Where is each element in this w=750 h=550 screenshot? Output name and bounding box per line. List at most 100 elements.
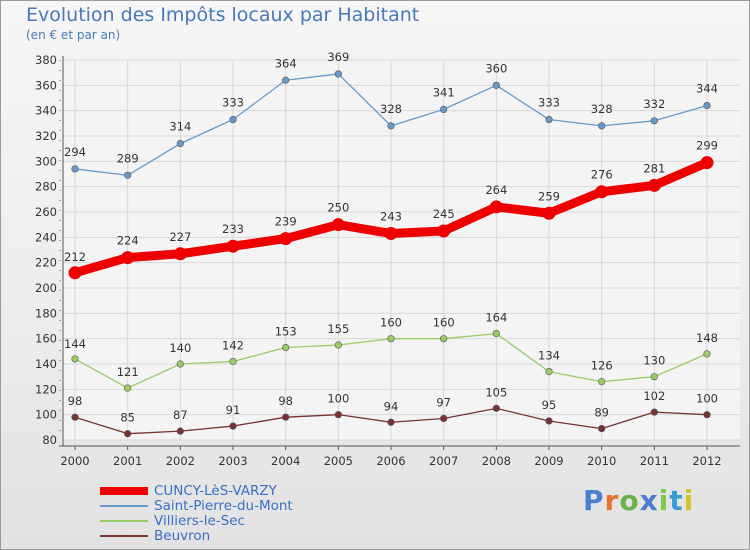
data-point: [595, 185, 609, 199]
legend-label: Saint-Pierre-du-Mont: [154, 498, 293, 514]
data-label: 276: [591, 168, 613, 182]
data-point: [650, 408, 658, 416]
logo-letter: r: [604, 484, 620, 517]
logo-letter: P: [583, 484, 605, 517]
data-label: 134: [538, 349, 560, 363]
data-point: [437, 224, 451, 238]
data-label: 243: [380, 210, 402, 224]
data-label: 332: [643, 97, 665, 111]
legend-swatch: [100, 487, 148, 495]
data-point: [176, 360, 184, 368]
legend-swatch: [100, 535, 148, 537]
logo-letter: o: [619, 484, 640, 517]
data-label: 97: [436, 395, 451, 409]
data-label: 364: [275, 56, 297, 70]
y-tick-label: 360: [35, 78, 57, 92]
data-point: [282, 343, 290, 352]
data-label: 126: [591, 359, 613, 373]
data-label: 328: [380, 102, 402, 116]
y-tick-label: 200: [35, 281, 57, 295]
data-label: 314: [169, 120, 191, 134]
data-label: 294: [64, 145, 86, 159]
data-label: 87: [173, 408, 188, 422]
data-point: [226, 239, 240, 253]
data-label: 212: [64, 250, 86, 264]
data-label: 102: [643, 389, 665, 403]
x-tick-label: 2001: [113, 454, 142, 468]
data-label: 95: [542, 398, 557, 412]
data-label: 100: [696, 392, 718, 406]
data-label: 227: [169, 230, 191, 244]
data-point: [124, 430, 132, 438]
data-label: 224: [117, 234, 139, 248]
data-point: [334, 70, 342, 78]
data-point: [492, 330, 500, 338]
data-point: [334, 341, 342, 349]
data-point: [598, 425, 606, 433]
data-label: 259: [538, 189, 560, 203]
y-tick-label: 380: [35, 53, 57, 67]
data-point: [545, 417, 553, 425]
data-point: [124, 171, 132, 179]
data-label: 233: [222, 222, 244, 236]
series-villiers-le-sec: 144 121 140 142 153 155 160 160 164 134 126 130 148: [64, 311, 718, 392]
data-point: [282, 413, 290, 421]
data-label: 160: [433, 316, 455, 330]
data-label: 344: [696, 82, 718, 96]
data-point: [121, 251, 135, 265]
data-label: 98: [278, 394, 293, 408]
data-point: [492, 81, 500, 89]
y-tick-label: 340: [35, 104, 57, 118]
legend-label: Villiers-le-Sec: [154, 513, 245, 529]
data-label: 140: [169, 341, 191, 355]
y-tick-label: 140: [35, 357, 57, 371]
data-label: 341: [433, 85, 455, 99]
data-point: [229, 115, 237, 124]
y-tick-label: 100: [35, 408, 57, 422]
data-point: [545, 368, 553, 376]
data-label: 289: [117, 151, 139, 165]
data-point: [384, 227, 398, 241]
data-point: [545, 115, 553, 124]
data-point: [331, 218, 345, 232]
data-label: 250: [327, 201, 349, 215]
x-tick-label: 2000: [60, 454, 89, 468]
legend-label: Beuvron: [154, 528, 211, 544]
y-tick-label: 160: [35, 332, 57, 346]
data-point: [387, 418, 395, 426]
data-label: 299: [696, 139, 718, 153]
data-point: [387, 335, 395, 343]
x-tick-label: 2006: [376, 454, 405, 468]
chart-title: Evolution des Impôts locaux par Habitant: [26, 4, 420, 26]
logo-letter: i: [683, 484, 695, 517]
data-point: [334, 411, 342, 419]
data-label: 160: [380, 316, 402, 330]
data-point: [68, 266, 82, 280]
data-label: 144: [64, 337, 86, 351]
data-label: 328: [591, 102, 613, 116]
chart-subtitle: (en € et par an): [26, 28, 121, 42]
y-tick-label: 180: [35, 306, 57, 320]
data-label: 100: [327, 392, 349, 406]
data-point: [387, 122, 395, 130]
y-tick-label: 260: [35, 205, 57, 219]
data-point: [598, 378, 606, 386]
data-point: [176, 427, 184, 435]
data-point: [647, 178, 661, 192]
y-tick-label: 220: [35, 256, 57, 270]
x-tick-label: 2005: [324, 454, 353, 468]
proxiti-logo: Proxiti: [583, 484, 694, 517]
data-label: 281: [643, 161, 665, 175]
data-point: [71, 355, 79, 363]
data-point: [229, 422, 237, 430]
x-tick-label: 2002: [166, 454, 195, 468]
data-point: [489, 200, 503, 214]
data-label: 264: [485, 183, 507, 197]
x-tick-label: 2004: [271, 454, 300, 468]
data-label: 94: [384, 399, 399, 413]
legend-swatch: [100, 520, 148, 522]
data-point: [700, 156, 714, 170]
logo-letter: t: [669, 484, 684, 517]
data-point: [598, 122, 606, 130]
